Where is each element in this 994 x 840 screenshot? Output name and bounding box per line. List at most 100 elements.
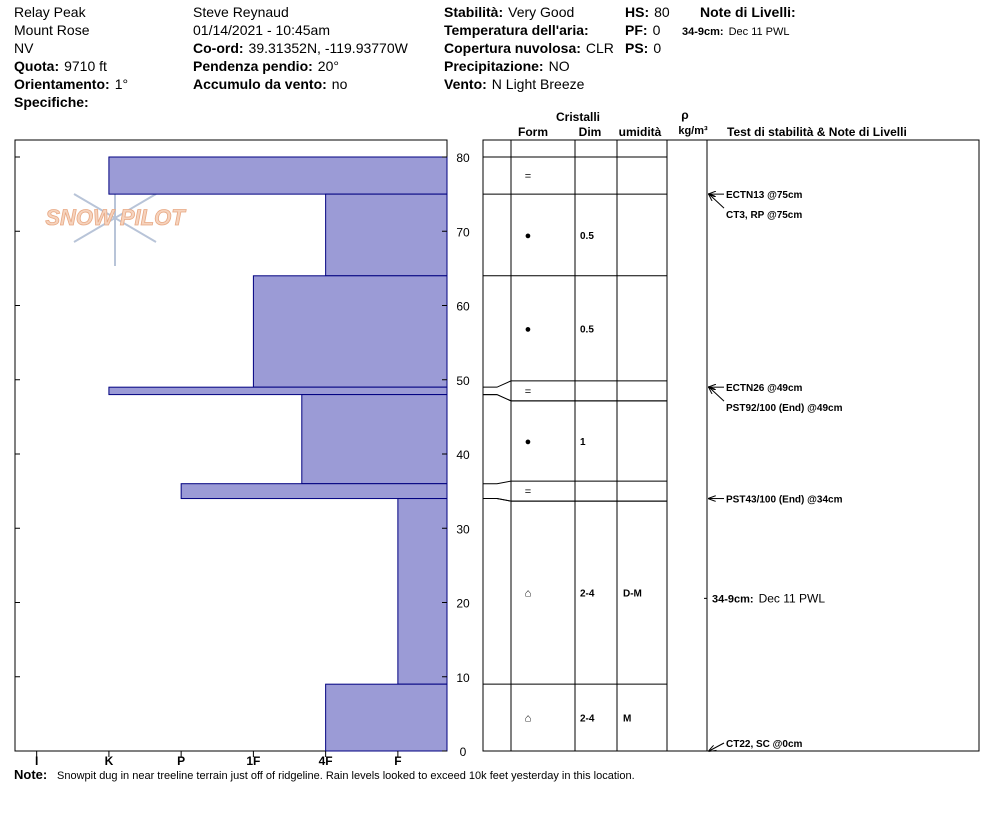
field-value: NV — [14, 40, 34, 56]
hardness-bar — [325, 683, 448, 752]
field-value: CLR — [586, 40, 614, 56]
field-label: Specifiche: — [14, 94, 89, 110]
field-label: PS: — [625, 40, 648, 56]
test-label: PST43/100 (End) @34cm — [726, 495, 843, 506]
field-label: Pendenza pendio: — [193, 58, 313, 74]
table-frame — [482, 139, 980, 752]
header-field: 01/14/2021 - 10:45am — [193, 22, 330, 38]
header-field: PF: 0 — [625, 22, 661, 38]
note-label: 34-9cm: — [682, 26, 724, 38]
crystal-form: = — [525, 486, 531, 498]
moisture: M — [623, 714, 631, 725]
note-value: Dec 11 PWL — [759, 591, 826, 605]
field-value: N Light Breeze — [492, 76, 585, 92]
field-value: 01/14/2021 - 10:45am — [193, 22, 330, 38]
header-field: Co-ord: 39.31352N, -119.93770W — [193, 40, 409, 56]
crystal-dim: 2-4 — [580, 714, 595, 725]
header-field: Stabilità: Very Good — [444, 4, 574, 20]
crystal-dim: 0.5 — [580, 324, 594, 335]
note-text: Snowpit dug in near treeline terrain jus… — [57, 770, 635, 782]
test-label: CT3, RP @75cm — [726, 210, 802, 221]
field-label: Orientamento: — [14, 76, 110, 92]
header-field: Quota: 9710 ft — [14, 58, 107, 74]
header-field: Temperatura dell'aria: — [444, 22, 589, 38]
field-label: Quota: — [14, 58, 59, 74]
header-form: Form — [518, 125, 548, 139]
field-value: Steve Reynaud — [193, 4, 289, 20]
crystal-form: = — [525, 386, 531, 398]
note-label: 34-9cm: — [712, 593, 754, 605]
y-tick-label: 60 — [456, 300, 470, 314]
test-arrow — [709, 194, 725, 209]
field-label: PF: — [625, 22, 648, 38]
x-tick-label: 1F — [246, 754, 260, 768]
x-tick-label: K — [105, 754, 114, 768]
hardness-bar — [252, 275, 448, 388]
field-label: Copertura nuvolosa: — [444, 40, 581, 56]
field-label: Note di Livelli: — [700, 4, 796, 20]
field-value: 20° — [318, 58, 339, 74]
field-label: Precipitazione: — [444, 58, 544, 74]
header-field: Accumulo da vento: no — [193, 76, 348, 92]
field-value: Mount Rose — [14, 22, 90, 38]
hardness-bar — [397, 498, 448, 685]
header-field: Orientamento: 1° — [14, 76, 128, 92]
x-tick-label: 4F — [319, 754, 333, 768]
hardness-bar — [180, 483, 448, 500]
header-field: Pendenza pendio: 20° — [193, 58, 339, 74]
crystal-dim: 2-4 — [580, 589, 595, 600]
crystal-form: = — [525, 171, 531, 183]
header-crystals: Cristalli — [556, 110, 600, 124]
header-field: NV — [14, 40, 34, 56]
crystal-dim: 1 — [580, 437, 586, 448]
field-label: Accumulo da vento: — [193, 76, 327, 92]
hardness-bar — [108, 386, 448, 396]
field-value: 1° — [115, 76, 128, 92]
y-tick-label: 10 — [456, 671, 470, 685]
test-label: ECTN26 @49cm — [726, 383, 803, 394]
header-tests: Test di stabilità & Note di Livelli — [727, 125, 907, 139]
test-label: PST92/100 (End) @49cm — [726, 403, 843, 414]
field-value: 9710 ft — [64, 58, 107, 74]
test-arrow — [709, 742, 725, 751]
y-tick-label: 20 — [456, 597, 470, 611]
x-tick-label: F — [394, 754, 401, 768]
test-arrow — [709, 387, 725, 402]
layer-boundary — [483, 498, 667, 502]
field-value: no — [332, 76, 348, 92]
field-label: Stabilità: — [444, 4, 503, 20]
field-label: HS: — [625, 4, 649, 20]
hardness-bar — [108, 156, 448, 195]
header-field: Steve Reynaud — [193, 4, 289, 20]
header-field: Precipitazione: NO — [444, 58, 570, 74]
field-value: 39.31352N, -119.93770W — [249, 40, 409, 56]
header-field: Mount Rose — [14, 22, 90, 38]
field-label: Co-ord: — [193, 40, 244, 56]
crystal-form: ● — [525, 230, 532, 242]
layer-boundary — [483, 380, 667, 388]
crystal-form: ● — [525, 436, 532, 448]
header-density: kg/m³ — [678, 125, 708, 137]
note-value: Dec 11 PWL — [729, 26, 790, 38]
test-label: ECTN13 @75cm — [726, 190, 803, 201]
field-value: Very Good — [508, 4, 574, 20]
layer-boundary — [483, 480, 667, 485]
crystal-form: ● — [525, 323, 532, 335]
hardness-bar — [301, 394, 448, 485]
field-value: 0 — [653, 40, 661, 56]
y-tick-label: 30 — [456, 522, 470, 536]
field-label: Temperatura dell'aria: — [444, 22, 589, 38]
y-tick-label: 50 — [456, 374, 470, 388]
header-rho: ρ — [681, 108, 688, 122]
header-field: Vento: N Light Breeze — [444, 76, 585, 92]
x-tick-label: I — [35, 754, 38, 768]
y-tick-label: 40 — [456, 448, 470, 462]
x-tick-label: P — [177, 754, 185, 768]
header-field: Relay Peak — [14, 4, 87, 20]
field-value: NO — [549, 58, 570, 74]
header-dim: Dim — [579, 125, 602, 139]
field-value: 80 — [654, 4, 670, 20]
logo-text: SNOW PILOT — [45, 205, 186, 230]
test-label: CT22, SC @0cm — [726, 739, 803, 750]
